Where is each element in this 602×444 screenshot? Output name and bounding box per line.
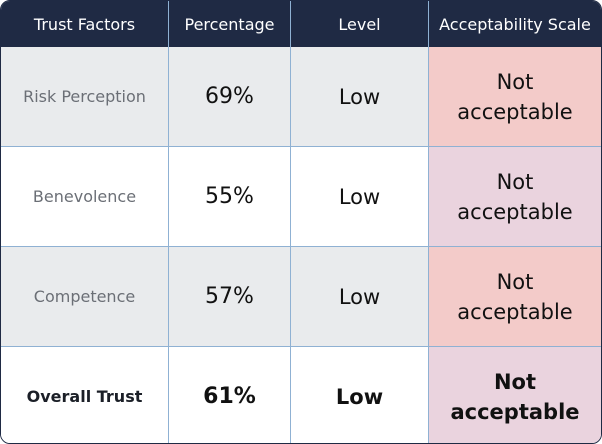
- header-percentage: Percentage: [169, 1, 291, 47]
- percentage-cell: 61%: [169, 347, 291, 443]
- table-row-overall: Overall Trust 61% Low Not acceptable: [1, 346, 601, 443]
- percentage-cell: 57%: [169, 247, 291, 346]
- header-trust-factors: Trust Factors: [1, 1, 169, 47]
- table-row: Competence 57% Low Not acceptable: [1, 246, 601, 346]
- acceptability-cell: Not acceptable: [429, 147, 601, 246]
- percentage-cell: 55%: [169, 147, 291, 246]
- trust-factor-cell: Overall Trust: [1, 347, 169, 443]
- trust-factor-cell: Competence: [1, 247, 169, 346]
- level-cell: Low: [291, 347, 429, 443]
- acceptability-cell: Not acceptable: [429, 347, 601, 443]
- table-row: Risk Perception 69% Low Not acceptable: [1, 47, 601, 146]
- acceptability-cell: Not acceptable: [429, 247, 601, 346]
- percentage-cell: 69%: [169, 47, 291, 146]
- trust-factor-cell: Benevolence: [1, 147, 169, 246]
- trust-factor-cell: Risk Perception: [1, 47, 169, 146]
- level-cell: Low: [291, 47, 429, 146]
- table-row: Benevolence 55% Low Not acceptable: [1, 146, 601, 246]
- acceptability-cell: Not acceptable: [429, 47, 601, 146]
- table-header-row: Trust Factors Percentage Level Acceptabi…: [1, 1, 601, 47]
- level-cell: Low: [291, 247, 429, 346]
- header-acceptability-scale: Acceptability Scale: [439, 14, 591, 34]
- level-cell: Low: [291, 147, 429, 246]
- header-level: Level: [291, 1, 429, 47]
